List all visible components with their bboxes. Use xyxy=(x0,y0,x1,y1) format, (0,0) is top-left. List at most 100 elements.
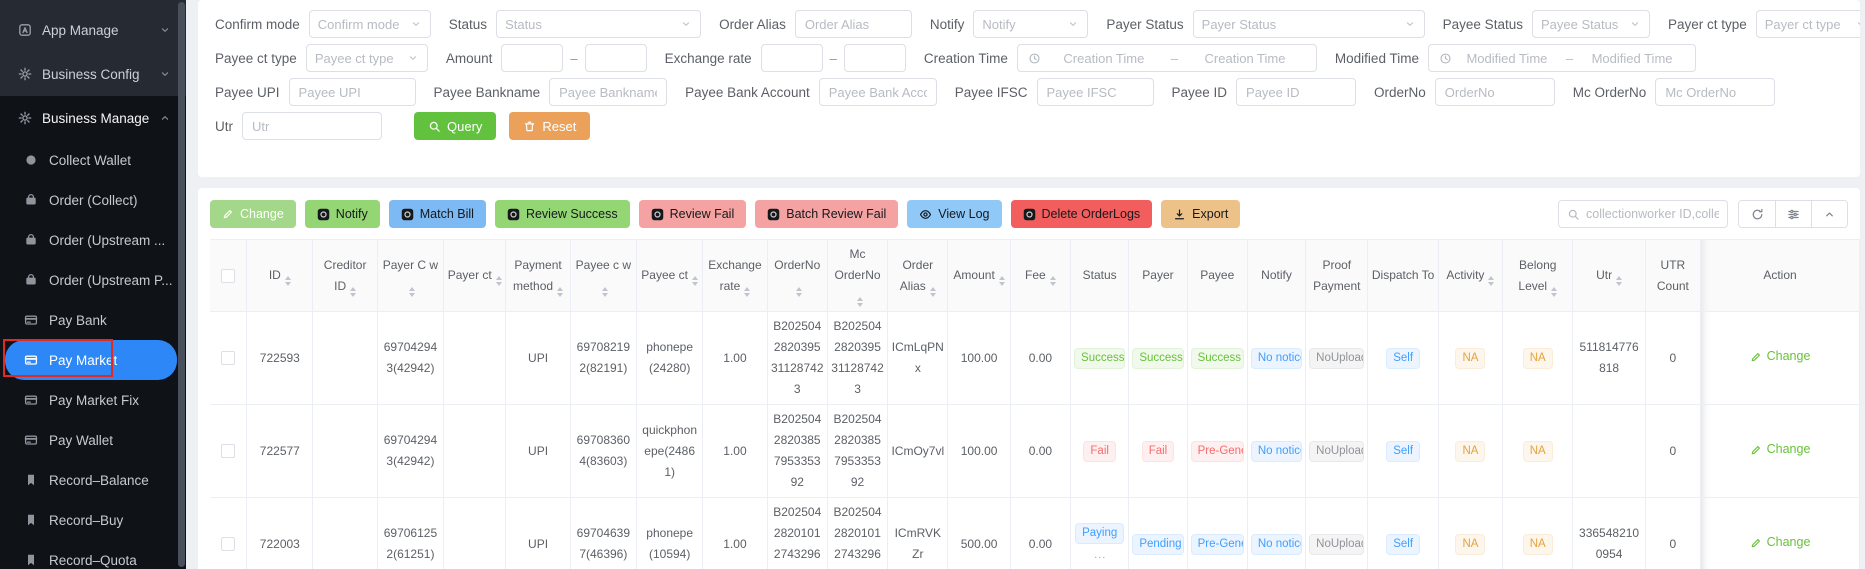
filter-row-4: Utr Query Reset xyxy=(215,112,1860,140)
export-button-label: Export xyxy=(1192,207,1229,221)
payer-ct-type-select[interactable]: Payer ct type xyxy=(1755,10,1860,38)
amount-max-input[interactable] xyxy=(594,50,637,66)
header-label: Creditor ID xyxy=(323,257,367,293)
search-input[interactable] xyxy=(1586,207,1719,221)
sort-icon[interactable] xyxy=(1551,286,1558,297)
row-checkbox[interactable] xyxy=(221,444,236,459)
change-button[interactable]: Change xyxy=(210,200,296,228)
sidebar-item-order-collect[interactable]: Order (Collect) xyxy=(0,180,186,220)
cell-payee_ct: phonepe (24280) xyxy=(637,312,704,405)
creation-time-daterange[interactable]: Creation Time – Creation Time xyxy=(1016,44,1317,72)
payee-ct-type-select[interactable]: Payee ct type xyxy=(305,44,428,72)
sidebar-item-record-balance[interactable]: Record–Balance xyxy=(0,460,186,500)
payee-bankname-input[interactable] xyxy=(559,84,658,100)
sort-icon[interactable] xyxy=(284,276,291,286)
sort-icon[interactable] xyxy=(1049,276,1056,286)
chevron-down-icon xyxy=(1067,18,1079,30)
sort-icon[interactable] xyxy=(1488,276,1495,286)
cell-exchange_rate: 1.00 xyxy=(703,405,768,498)
filter-field-order-alias: Order Alias xyxy=(719,10,912,38)
header-label: Proof Payment xyxy=(1313,257,1361,293)
col-header-notify: Notify xyxy=(1247,239,1307,312)
notify-button[interactable]: Notify xyxy=(304,200,380,228)
sort-icon[interactable] xyxy=(495,276,502,286)
column-settings-button[interactable] xyxy=(1775,201,1811,227)
sort-icon[interactable] xyxy=(796,286,803,297)
sort-icon[interactable] xyxy=(744,286,751,297)
utr-input[interactable] xyxy=(252,118,372,134)
filter-field-exchange-rate: Exchange rate – xyxy=(665,44,906,72)
sidebar-item-record-buy[interactable]: Record–Buy xyxy=(0,500,186,540)
payer-status-select[interactable]: Payer Status xyxy=(1192,10,1425,38)
sidebar-item-order-upstream[interactable]: Order (Upstream ... xyxy=(0,220,186,260)
sort-icon[interactable] xyxy=(998,276,1005,286)
reset-button[interactable]: Reset xyxy=(509,112,591,140)
exchange-rate-min-input[interactable] xyxy=(770,50,813,66)
review-success-button[interactable]: Review Success xyxy=(494,200,630,228)
sidebar-section-business-manage[interactable]: Business Manage xyxy=(0,96,186,140)
change-link[interactable]: Change xyxy=(1750,532,1810,554)
sidebar-item-pay-market[interactable]: Pay Market xyxy=(5,340,177,380)
sidebar-item-pay-bank[interactable]: Pay Bank xyxy=(0,300,186,340)
header-label: Payer ct xyxy=(447,268,492,282)
sidebar-item-order-upstream-p[interactable]: Order (Upstream P... xyxy=(0,260,186,300)
sidebar-item-record-quota[interactable]: Record–Quota xyxy=(0,540,186,569)
change-link[interactable]: Change xyxy=(1750,439,1810,461)
review-fail-button[interactable]: Review Fail xyxy=(638,200,747,228)
confirm-mode-select[interactable]: Confirm mode xyxy=(308,10,431,38)
select-all-checkbox[interactable] xyxy=(221,268,236,283)
query-button[interactable]: Query xyxy=(414,112,497,140)
cell-mc_order_no: B2025042820385795335392 xyxy=(827,405,889,498)
collapse-button[interactable] xyxy=(1811,201,1847,227)
col-header-status: Status xyxy=(1071,239,1130,312)
batch-review-fail-button[interactable]: Batch Review Fail xyxy=(755,200,899,228)
batch-review-fail-button-icon xyxy=(767,208,780,221)
sidebar-item-pay-market-fix[interactable]: Pay Market Fix xyxy=(0,380,186,420)
order-alias-input[interactable] xyxy=(804,16,902,32)
sidebar-item-collect-wallet[interactable]: Collect Wallet xyxy=(0,140,186,180)
sort-icon[interactable] xyxy=(692,276,698,286)
payee-ifsc-input[interactable] xyxy=(1046,84,1144,100)
tag-self: Self xyxy=(1386,440,1421,462)
match-bill-button[interactable]: Match Bill xyxy=(388,200,486,228)
sidebar-item-label: Collect Wallet xyxy=(49,152,132,168)
sort-icon[interactable] xyxy=(409,286,416,297)
filter-field-confirm-mode: Confirm mode Confirm mode xyxy=(215,10,431,38)
header-cell: Belong Level xyxy=(1506,255,1569,297)
sidebar-section-app-manage[interactable]: App Manage xyxy=(0,8,186,52)
exchange-rate-max-input[interactable] xyxy=(853,50,896,66)
refresh-button[interactable] xyxy=(1739,201,1775,227)
row-checkbox[interactable] xyxy=(221,351,236,366)
sidebar-section-business-config[interactable]: Business Config xyxy=(0,52,186,96)
orderno-input[interactable] xyxy=(1444,84,1545,100)
filter-label-payee-bankname: Payee Bankname xyxy=(433,84,541,100)
mc-orderno-input[interactable] xyxy=(1665,84,1766,100)
sidebar-scrollbar[interactable] xyxy=(178,2,185,567)
status-select[interactable]: Status xyxy=(496,10,702,38)
payee-status-select[interactable]: Payee Status xyxy=(1531,10,1650,38)
sort-icon[interactable] xyxy=(350,286,357,297)
notify-select[interactable]: Notify xyxy=(973,10,1089,38)
row-checkbox[interactable] xyxy=(221,537,236,552)
sort-icon[interactable] xyxy=(557,286,564,297)
payee-upi-input[interactable] xyxy=(298,84,406,100)
sort-icon[interactable] xyxy=(856,297,863,307)
order-alias-input-box xyxy=(794,10,912,38)
modified-time-daterange[interactable]: Modified Time – Modified Time xyxy=(1427,44,1696,72)
payee-bank-account-input[interactable] xyxy=(828,84,927,100)
payee-id-input[interactable] xyxy=(1246,84,1347,100)
view-log-button[interactable]: View Log xyxy=(907,200,1002,228)
select-placeholder: Payee ct type xyxy=(314,50,394,66)
delete-orderlogs-button[interactable]: Delete OrderLogs xyxy=(1010,200,1153,228)
sort-icon[interactable] xyxy=(602,286,609,297)
search-icon xyxy=(1567,208,1580,221)
export-button[interactable]: Export xyxy=(1161,200,1241,228)
sort-icon[interactable] xyxy=(1616,276,1623,286)
mc-orderno-input-box xyxy=(1655,78,1776,106)
cell-amount: 100.00 xyxy=(948,405,1011,498)
range-dash: – xyxy=(570,50,578,66)
sidebar-item-pay-wallet[interactable]: Pay Wallet xyxy=(0,420,186,460)
sort-icon[interactable] xyxy=(929,286,936,297)
amount-min-input[interactable] xyxy=(511,50,554,66)
change-link[interactable]: Change xyxy=(1750,346,1810,368)
